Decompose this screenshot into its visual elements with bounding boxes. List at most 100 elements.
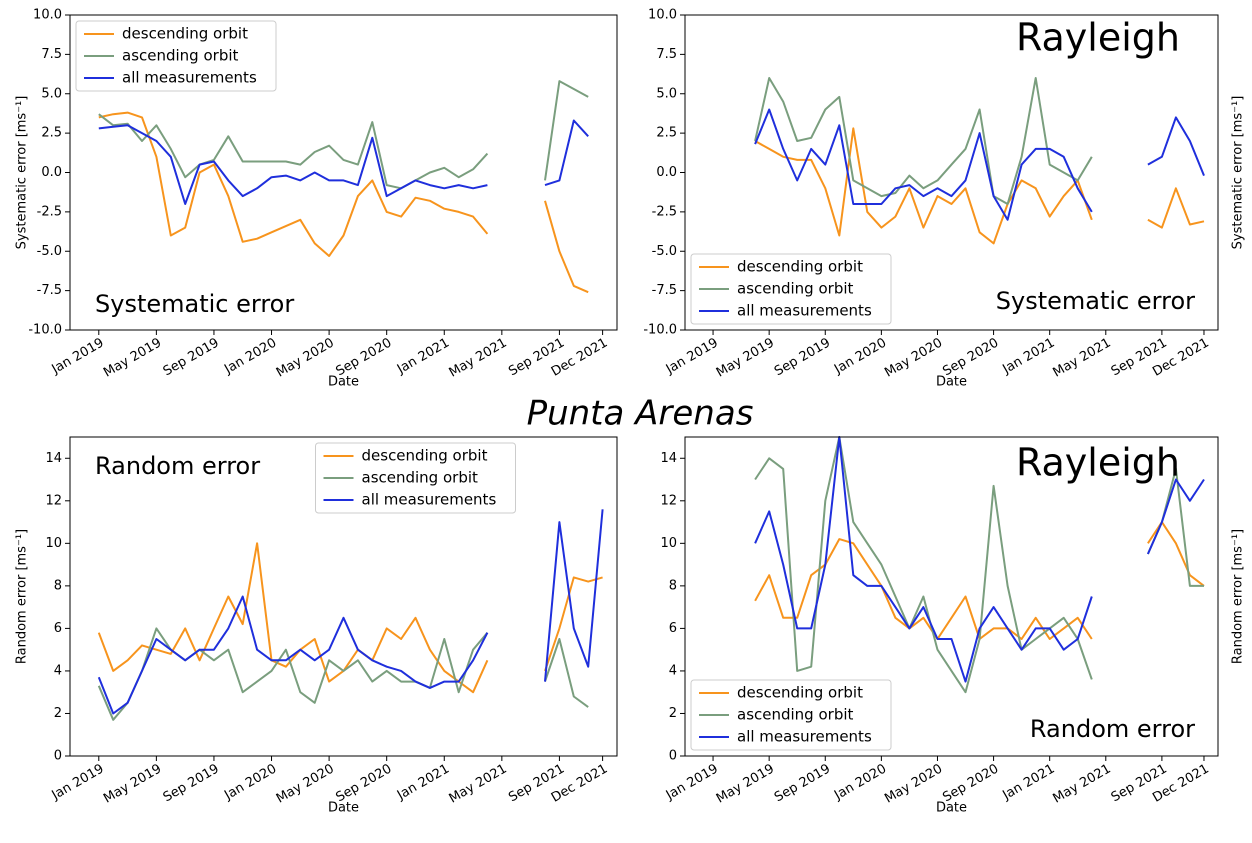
y-tick-label: 14: [45, 451, 62, 466]
legend-label: all measurements: [737, 302, 872, 320]
y-tick-label: 10.0: [648, 8, 677, 23]
data-line: [98, 119, 589, 205]
x-tick-label: Jan 2021: [999, 336, 1057, 378]
legend-label: descending orbit: [737, 684, 863, 702]
legend: descending orbit ascending orbit all measu…: [690, 679, 892, 751]
x-tick-label: May 2019: [101, 336, 164, 381]
legend-label: descending orbit: [122, 25, 248, 43]
y-tick-label: 12: [660, 493, 677, 508]
y-axis-label: Random error [ms⁻¹]: [15, 529, 30, 664]
data-line: [754, 436, 1205, 683]
y-tick-label: 0.0: [41, 165, 62, 180]
legend-label: descending orbit: [737, 258, 863, 276]
x-axis-label: Date: [328, 375, 359, 390]
panel-annotation: Systematic error: [95, 290, 294, 318]
axes-frame: [69, 14, 618, 331]
y-tick-label: 10.0: [33, 8, 62, 23]
x-tick-label: Jan 2020: [221, 762, 279, 804]
y-axis-label: Systematic error [ms⁻¹]: [15, 96, 30, 250]
y-tick-label: 2: [669, 706, 677, 721]
legend: descending orbit ascending orbit all measu…: [690, 253, 892, 325]
x-tick-label: Sep 2020: [333, 762, 394, 806]
y-tick-label: 4: [54, 663, 62, 678]
y-tick-label: 2.5: [656, 126, 677, 141]
legend-label: ascending orbit: [737, 706, 854, 724]
panel-annotation: Random error: [95, 452, 260, 480]
legend-label: ascending orbit: [737, 280, 854, 298]
y-tick-label: 10: [45, 536, 62, 551]
x-tick-label: May 2019: [714, 762, 777, 807]
axes-frame: [684, 14, 1219, 331]
x-axis-label: Date: [328, 801, 359, 816]
data-line: [98, 80, 589, 190]
legend-label: descending orbit: [362, 447, 488, 465]
legend-box: [690, 253, 892, 325]
y-tick-label: 12: [45, 493, 62, 508]
y-tick-label: 2.5: [41, 126, 62, 141]
y-tick-label: 0.0: [656, 165, 677, 180]
x-tick-label: May 2021: [447, 762, 510, 807]
legend-box: [315, 442, 516, 514]
legend-label: ascending orbit: [122, 47, 239, 65]
x-tick-label: Jan 2019: [49, 762, 107, 804]
x-tick-label: Jan 2019: [663, 762, 721, 804]
panel-annotation: Systematic error: [996, 287, 1195, 315]
y-axis-label: Systematic error [ms⁻¹]: [1231, 96, 1246, 250]
x-tick-label: Sep 2020: [333, 336, 394, 380]
axes-frame: [684, 436, 1219, 757]
y-axis-label: Random error [ms⁻¹]: [1231, 529, 1246, 664]
y-tick-label: 0: [54, 749, 62, 764]
data-line: [98, 111, 589, 294]
legend-label: ascending orbit: [362, 469, 479, 487]
panel-title: Rayleigh: [1016, 16, 1180, 60]
y-tick-label: 0: [669, 749, 677, 764]
data-line: [754, 521, 1205, 640]
x-tick-label: Jan 2019: [49, 336, 107, 378]
x-tick-label: Sep 2020: [940, 762, 1001, 806]
y-tick-label: 8: [669, 578, 677, 593]
panel-annotation: Random error: [1030, 715, 1195, 743]
x-tick-label: Jan 2020: [831, 336, 889, 378]
data-line: [754, 77, 1093, 205]
axes-frame: [69, 436, 618, 757]
x-tick-label: Jan 2021: [394, 762, 452, 804]
y-tick-label: 5.0: [656, 86, 677, 101]
panel-title: Rayleigh: [1016, 441, 1180, 485]
y-tick-label: -10.0: [28, 323, 62, 338]
data-line: [754, 127, 1205, 245]
data-line: [754, 108, 1205, 221]
figure-title: Punta Arenas: [527, 394, 754, 434]
y-tick-label: -2.5: [37, 204, 62, 219]
legend-label: all measurements: [362, 491, 497, 509]
x-tick-label: Jan 2021: [999, 762, 1057, 804]
y-tick-label: -5.0: [37, 244, 62, 259]
legend: descending orbit ascending orbit all measu…: [75, 20, 277, 92]
x-tick-label: Jan 2019: [663, 336, 721, 378]
x-tick-label: May 2019: [101, 762, 164, 807]
data-line: [97, 542, 603, 694]
x-axis-label: Date: [936, 801, 967, 816]
x-tick-label: Sep 2019: [772, 762, 833, 806]
y-tick-label: 4: [669, 663, 677, 678]
y-tick-label: 7.5: [656, 47, 677, 62]
x-tick-label: May 2021: [1051, 762, 1114, 807]
legend-label: all measurements: [122, 69, 257, 87]
legend: descending orbit ascending orbit all measu…: [315, 442, 516, 514]
y-tick-label: 7.5: [41, 47, 62, 62]
y-tick-label: 5.0: [41, 86, 62, 101]
x-axis-label: Date: [936, 375, 967, 390]
y-tick-label: 14: [660, 451, 677, 466]
y-tick-label: -5.0: [652, 244, 677, 259]
data-line: [97, 509, 604, 715]
x-tick-label: Sep 2020: [940, 336, 1001, 380]
legend-label: all measurements: [737, 728, 872, 746]
y-tick-label: 6: [54, 621, 62, 636]
x-tick-label: Jan 2021: [394, 336, 452, 378]
x-tick-label: Sep 2019: [161, 336, 222, 380]
x-tick-label: Jan 2020: [831, 762, 889, 804]
y-tick-label: 10: [660, 536, 677, 551]
x-tick-label: Sep 2019: [161, 762, 222, 806]
legend-box: [75, 20, 277, 92]
